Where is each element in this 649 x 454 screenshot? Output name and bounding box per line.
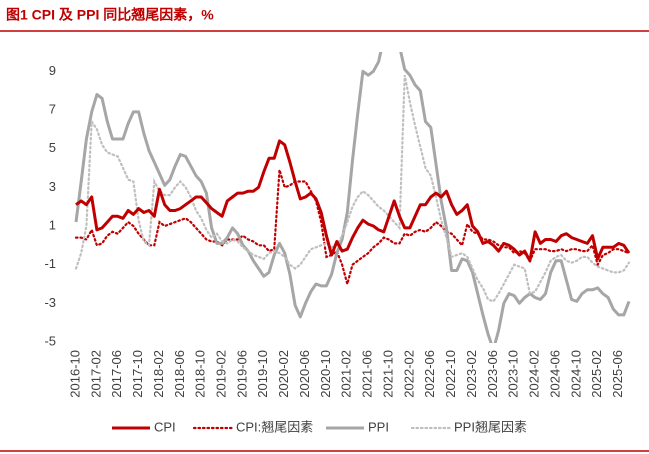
x-tick-label: 2022-06 <box>422 350 437 398</box>
series-line <box>74 74 631 303</box>
x-tick-label: 2018-02 <box>151 350 166 398</box>
series-line <box>74 169 631 289</box>
x-tick-label: 2020-06 <box>297 350 312 398</box>
legend-label: PPI翘尾因素 <box>454 419 527 434</box>
x-tick-label: 2020-10 <box>318 350 333 398</box>
series-line <box>74 52 631 343</box>
y-tick-label: -3 <box>44 295 56 310</box>
x-tick-label: 2016-10 <box>67 350 82 398</box>
x-tick-label: 2022-02 <box>401 350 416 398</box>
legend-label: CPI:翘尾因素 <box>236 419 313 434</box>
x-tick-label: 2019-02 <box>214 350 229 398</box>
x-tick-label: 2021-02 <box>339 350 354 398</box>
legend-label: PPI <box>368 419 389 434</box>
x-tick-label: 2024-02 <box>527 350 542 398</box>
x-tick-label: 2025-02 <box>589 350 604 398</box>
y-tick-label: 7 <box>49 101 56 116</box>
x-tick-label: 2022-10 <box>443 350 458 398</box>
series-line <box>75 139 631 263</box>
x-tick-label: 2017-06 <box>109 350 124 398</box>
x-tick-label: 2023-10 <box>506 350 521 398</box>
x-tick-label: 2023-06 <box>485 350 500 398</box>
y-tick-label: 3 <box>49 179 56 194</box>
legend-label: CPI <box>154 419 176 434</box>
y-tick-label: -5 <box>44 333 56 348</box>
y-tick-label: -1 <box>44 256 56 271</box>
x-tick-label: 2019-06 <box>234 350 249 398</box>
x-tick-label: 2025-06 <box>610 350 625 398</box>
x-tick-label: 2017-02 <box>88 350 103 398</box>
x-tick-label: 2024-10 <box>568 350 583 398</box>
x-tick-label: 2024-06 <box>547 350 562 398</box>
chart-title: 图1 CPI 及 PPI 同比翘尾因素，% <box>6 7 214 23</box>
plot-area <box>74 52 631 343</box>
y-tick-label: 5 <box>49 140 56 155</box>
x-tick-label: 2017-10 <box>130 350 145 398</box>
x-tick-label: 2023-02 <box>464 350 479 398</box>
x-tick-label: 2019-10 <box>255 350 270 398</box>
x-tick-label: 2021-06 <box>360 350 375 398</box>
y-tick-label: 1 <box>49 217 56 232</box>
y-tick-label: 9 <box>49 63 56 78</box>
x-tick-label: 2020-02 <box>276 350 291 398</box>
x-tick-label: 2018-10 <box>193 350 208 398</box>
x-tick-label: 2021-10 <box>380 350 395 398</box>
x-tick-label: 2018-06 <box>172 350 187 398</box>
